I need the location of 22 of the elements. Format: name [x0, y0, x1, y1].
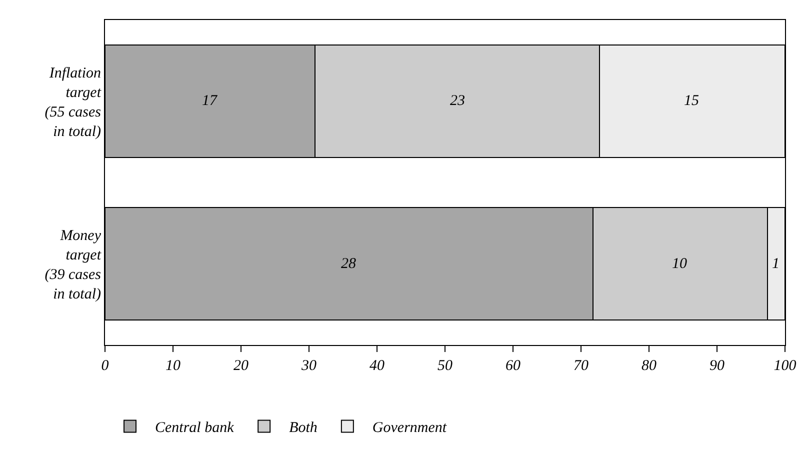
legend-label: Government	[372, 420, 448, 436]
x-tick-label: 60	[506, 358, 521, 374]
legend-label: Central bank	[155, 420, 234, 436]
annotation: 17	[202, 93, 218, 109]
x-tick-label: 50	[438, 358, 453, 374]
annotation: 23	[450, 93, 465, 109]
legend-label: Both	[289, 420, 318, 436]
annotation: 10	[672, 256, 688, 272]
x-tick-label: 90	[710, 358, 725, 374]
x-tick-label: 80	[642, 358, 657, 374]
x-tick-label: 20	[234, 358, 249, 374]
x-tick-label: 40	[370, 358, 385, 374]
x-tick-label: 0	[101, 358, 110, 374]
x-tick-label: 70	[574, 358, 589, 374]
x-tick-label: 100	[774, 358, 797, 374]
y-tick-label: Money target (39 cases in total)	[44, 228, 102, 302]
annotation: 28	[341, 256, 356, 272]
annotation: 15	[684, 93, 700, 109]
x-tick-label: 10	[166, 358, 181, 374]
x-tick-label: 30	[300, 358, 317, 374]
annotation: 1	[772, 256, 780, 272]
y-tick-label: Inflation target (55 cases in total)	[44, 65, 102, 140]
